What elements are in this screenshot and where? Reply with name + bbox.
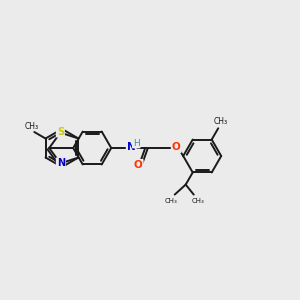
Text: CH₃: CH₃ (213, 117, 227, 126)
Text: H: H (133, 139, 140, 148)
Text: N: N (127, 142, 136, 152)
Text: CH₃: CH₃ (191, 198, 204, 204)
Text: CH₃: CH₃ (164, 198, 177, 204)
Text: O: O (172, 142, 181, 152)
Text: CH₃: CH₃ (24, 122, 38, 131)
Text: S: S (57, 127, 64, 136)
Text: O: O (134, 160, 142, 170)
Text: N: N (57, 158, 65, 168)
